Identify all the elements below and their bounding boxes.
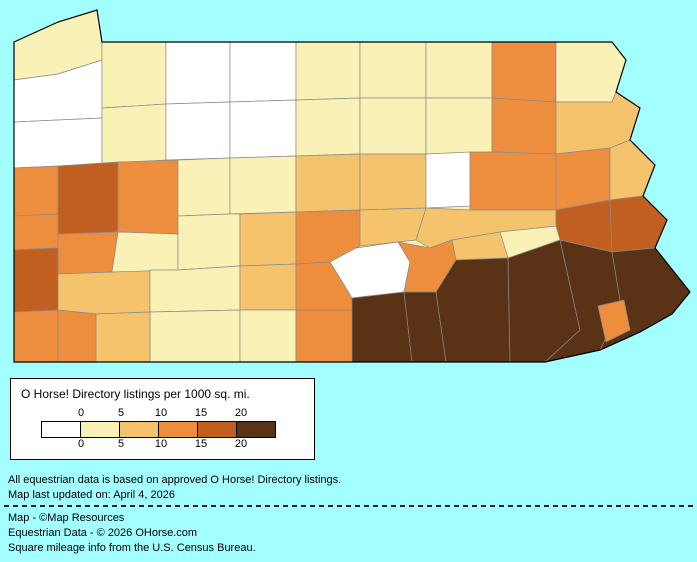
dashed-separator-line	[4, 505, 693, 507]
map-credit: Map - ©Map Resources	[8, 512, 125, 524]
county-region	[229, 99, 297, 159]
county-region	[555, 147, 611, 211]
county-region	[491, 97, 557, 155]
county-region	[57, 269, 151, 315]
pennsylvania-choropleth-map	[13, 9, 691, 363]
county-region	[359, 153, 427, 211]
legend-tick-label: 15	[194, 438, 208, 450]
county-region	[295, 309, 353, 363]
county-region	[239, 263, 297, 311]
data-disclaimer-note: All equestrian data is based on approved…	[8, 474, 342, 486]
legend-swatch	[197, 421, 237, 438]
legend-swatch	[41, 421, 81, 438]
county-region	[177, 213, 241, 271]
county-region	[229, 155, 297, 215]
county-region	[609, 195, 668, 253]
county-region	[239, 309, 297, 363]
legend-tick-label: 20	[234, 407, 248, 419]
county-region	[13, 117, 103, 169]
legend-scale: 0 5 10 15 20 0 5 10 15 20	[41, 407, 283, 452]
county-region	[149, 309, 241, 363]
county-region	[359, 207, 427, 247]
county-region	[239, 211, 297, 267]
county-region	[101, 103, 167, 165]
legend-ticks-top: 0 5 10 15 20	[41, 407, 283, 421]
county-region	[469, 151, 557, 211]
county-region	[13, 247, 59, 313]
legend-title: O Horse! Directory listings per 1000 sq.…	[21, 387, 250, 401]
county-region	[609, 139, 656, 201]
legend-swatch	[158, 421, 198, 438]
legend-box: O Horse! Directory listings per 1000 sq.…	[10, 378, 315, 460]
county-region	[149, 265, 241, 313]
county-region	[101, 41, 167, 109]
county-region	[359, 41, 427, 99]
county-region	[165, 101, 231, 161]
county-region	[13, 165, 59, 217]
legend-tick-label: 0	[77, 438, 85, 450]
county-region	[295, 97, 361, 157]
county-region	[177, 157, 231, 217]
state-outline	[13, 9, 691, 363]
legend-swatch	[80, 421, 120, 438]
legend-tick-label: 0	[77, 407, 85, 419]
county-region	[425, 151, 471, 209]
county-region	[165, 41, 231, 105]
legend-tick-label: 15	[194, 407, 208, 419]
county-region	[295, 153, 361, 213]
county-region	[425, 41, 493, 99]
county-region	[425, 97, 493, 155]
county-region	[359, 97, 427, 155]
county-region	[57, 309, 97, 363]
county-region	[351, 291, 413, 363]
last-updated-note: Map last updated on: April 4, 2026	[8, 489, 175, 501]
legend-tick-label: 20	[234, 438, 248, 450]
legend-color-swatches	[41, 421, 283, 438]
county-region	[13, 309, 59, 363]
county-region	[117, 159, 179, 235]
county-region	[295, 41, 361, 101]
county-region	[111, 231, 179, 273]
pa-county-map-svg	[13, 9, 691, 363]
county-region	[13, 213, 59, 251]
legend-tick-label: 5	[117, 438, 125, 450]
legend-ticks-bottom: 0 5 10 15 20	[41, 438, 283, 452]
data-credit: Equestrian Data - © 2026 OHorse.com	[8, 527, 198, 539]
legend-swatch	[236, 421, 276, 438]
county-region	[57, 161, 119, 235]
county-region	[95, 311, 151, 363]
legend-tick-label: 5	[117, 407, 125, 419]
county-region	[435, 257, 511, 363]
legend-swatch	[119, 421, 159, 438]
county-region	[597, 299, 631, 343]
county-region	[229, 41, 297, 103]
legend-tick-label: 10	[154, 407, 168, 419]
legend-tick-label: 10	[154, 438, 168, 450]
census-credit: Square mileage info from the U.S. Census…	[8, 542, 256, 554]
county-region	[491, 41, 557, 103]
county-region	[57, 231, 119, 275]
